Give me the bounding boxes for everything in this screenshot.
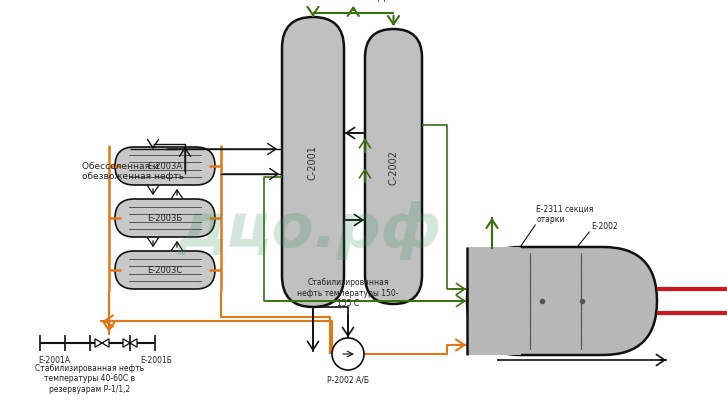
FancyBboxPatch shape [365, 30, 422, 304]
Polygon shape [95, 339, 102, 347]
Text: Р-2002 А/Б: Р-2002 А/Б [327, 375, 369, 384]
Polygon shape [130, 339, 137, 347]
FancyBboxPatch shape [282, 18, 344, 307]
FancyBboxPatch shape [115, 200, 215, 237]
Polygon shape [123, 339, 130, 347]
Text: Е-2311 секция
отарки: Е-2311 секция отарки [537, 204, 593, 224]
Text: Е-2001Б: Е-2001Б [140, 355, 172, 364]
Text: С-2002: С-2002 [388, 149, 398, 185]
Text: Стабилизированная
нефть температуры 150-
155 С: Стабилизированная нефть температуры 150-… [297, 277, 398, 307]
Circle shape [332, 338, 364, 370]
Polygon shape [102, 339, 109, 347]
Text: Е-2001А: Е-2001А [38, 355, 70, 364]
Text: Е-2003С: Е-2003С [148, 266, 182, 275]
Text: С-2001: С-2001 [308, 145, 318, 180]
Text: Обессоленная и
обезвоженная нефть: Обессоленная и обезвоженная нефть [82, 162, 184, 181]
FancyBboxPatch shape [115, 252, 215, 289]
Text: дцо.рф: дцо.рф [178, 200, 442, 259]
FancyBboxPatch shape [467, 247, 657, 355]
Text: Стабилизированная нефть
температуры 40-60С в
резервуарам Р-1/1,2: Стабилизированная нефть температуры 40-6… [36, 363, 145, 393]
Text: Е-2003Б: Е-2003Б [148, 214, 182, 223]
Text: Е-2003А: Е-2003А [148, 162, 182, 171]
Text: Е-2002: Е-2002 [591, 222, 618, 230]
Bar [467, 247, 521, 355]
FancyBboxPatch shape [115, 148, 215, 185]
Text: Газ на КСНД: Газ на КСНД [321, 0, 385, 2]
